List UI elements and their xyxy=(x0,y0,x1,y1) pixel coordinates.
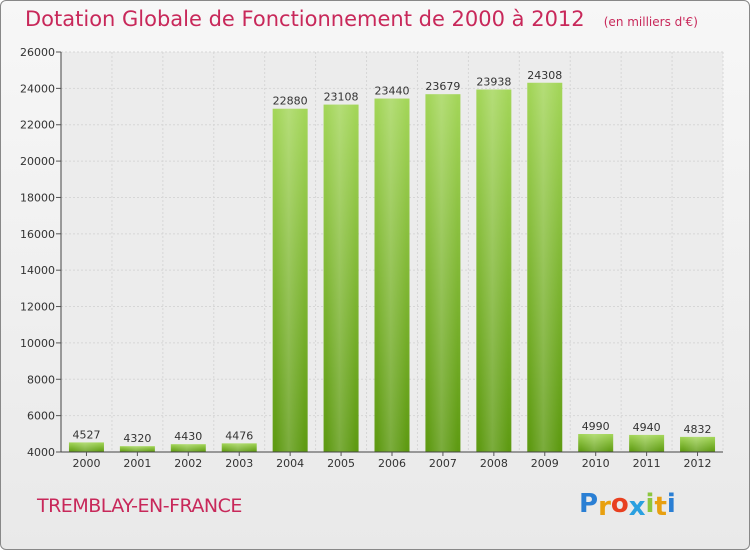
value-label: 23108 xyxy=(324,91,359,104)
axis-layer: 4000 6000 8000 10000 12000 14000 16000 18000 200… xyxy=(20,46,723,470)
proxiti-logo[interactable]: Proxiti xyxy=(579,489,676,522)
logo-letter: i xyxy=(666,489,676,519)
logo-letter: r xyxy=(598,492,611,522)
bar-shine xyxy=(632,434,662,452)
y-tick-label: 24000 xyxy=(20,82,55,95)
x-tick-label: 2007 xyxy=(429,457,457,470)
logo-letter: o xyxy=(610,489,629,519)
bar-shine xyxy=(377,98,407,452)
bar-shine xyxy=(479,89,509,452)
x-tick-label: 2009 xyxy=(531,457,559,470)
place-name: TREMBLAY-EN-FRANCE xyxy=(37,495,242,517)
x-tick-label: 2010 xyxy=(582,457,610,470)
value-label: 4832 xyxy=(684,423,712,436)
value-label: 23440 xyxy=(375,85,410,98)
x-tick-label: 2012 xyxy=(684,457,712,470)
chart-title: Dotation Globale de Fonctionnement de 20… xyxy=(25,7,585,31)
value-label: 24308 xyxy=(527,69,562,82)
x-tick-label: 2006 xyxy=(378,457,406,470)
bar-shine xyxy=(326,104,356,452)
y-tick-label: 4000 xyxy=(27,446,55,459)
bar-shine xyxy=(581,434,611,452)
logo-letter: P xyxy=(579,489,599,519)
y-tick-label: 22000 xyxy=(20,119,55,132)
value-label: 4430 xyxy=(174,430,202,443)
bar-shine xyxy=(122,446,152,452)
value-label: 4990 xyxy=(582,420,610,433)
bar-shine xyxy=(71,442,101,452)
value-label: 4320 xyxy=(123,432,151,445)
bar-shine xyxy=(275,108,305,453)
value-label: 22880 xyxy=(273,95,308,108)
y-tick-label: 16000 xyxy=(20,228,55,241)
value-label: 4940 xyxy=(633,421,661,434)
x-tick-label: 2005 xyxy=(327,457,355,470)
x-tick-label: 2001 xyxy=(123,457,151,470)
value-label: 4476 xyxy=(225,429,253,442)
bar-shine xyxy=(530,82,560,452)
y-tick-label: 18000 xyxy=(20,191,55,204)
x-tick-label: 2008 xyxy=(480,457,508,470)
bar-shine xyxy=(683,436,713,452)
y-tick-label: 26000 xyxy=(20,46,55,59)
logo-letter: x xyxy=(628,492,646,522)
bar-shine xyxy=(173,444,203,452)
y-tick-label: 6000 xyxy=(27,410,55,423)
chart-unit: (en milliers d'€) xyxy=(603,15,698,29)
x-tick-label: 2011 xyxy=(633,457,661,470)
title-row: Dotation Globale de Fonctionnement de 20… xyxy=(25,7,698,31)
x-tick-label: 2002 xyxy=(174,457,202,470)
value-label: 23938 xyxy=(476,75,511,88)
x-tick-label: 2004 xyxy=(276,457,304,470)
y-tick-label: 20000 xyxy=(20,155,55,168)
logo-letter: i xyxy=(645,489,655,519)
y-tick-label: 8000 xyxy=(27,373,55,386)
bar-shine xyxy=(224,443,254,452)
y-tick-label: 12000 xyxy=(20,301,55,314)
bars-layer: 4527 4320 4430 4476 22880 23108 23440 23679 2393… xyxy=(68,69,716,453)
x-tick-label: 2003 xyxy=(225,457,253,470)
y-tick-label: 10000 xyxy=(20,337,55,350)
logo-letter: t xyxy=(654,492,667,522)
value-label: 4527 xyxy=(72,428,100,441)
y-tick-label: 14000 xyxy=(20,264,55,277)
value-label: 23679 xyxy=(425,80,460,93)
bar-shine xyxy=(428,94,458,452)
x-tick-label: 2000 xyxy=(72,457,100,470)
